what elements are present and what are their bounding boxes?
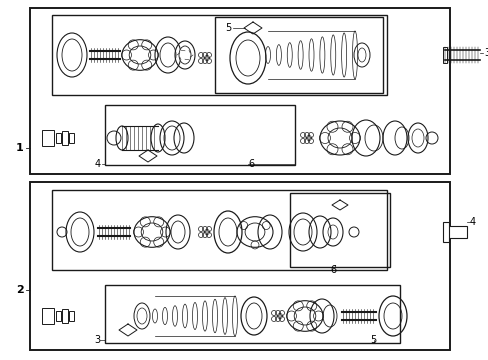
Bar bbox=[56, 133, 61, 143]
Text: 6: 6 bbox=[247, 159, 254, 169]
Bar bbox=[442, 222, 448, 242]
Bar bbox=[62, 131, 68, 145]
Bar bbox=[42, 130, 54, 146]
Bar bbox=[69, 133, 74, 143]
Bar bbox=[289, 193, 389, 267]
Text: 1: 1 bbox=[16, 143, 24, 153]
Text: 6: 6 bbox=[329, 265, 335, 275]
Bar bbox=[42, 308, 54, 324]
Ellipse shape bbox=[179, 46, 191, 64]
Text: 2: 2 bbox=[16, 285, 24, 295]
Bar bbox=[69, 311, 74, 321]
Text: 3: 3 bbox=[94, 335, 100, 345]
Bar bbox=[30, 8, 449, 174]
Bar bbox=[52, 190, 386, 270]
Bar bbox=[444, 226, 466, 238]
Bar bbox=[215, 17, 382, 93]
Bar bbox=[105, 285, 399, 343]
Bar bbox=[30, 182, 449, 350]
Bar bbox=[52, 15, 386, 95]
Text: 4: 4 bbox=[469, 217, 475, 227]
Text: 5: 5 bbox=[369, 335, 375, 345]
Text: 3: 3 bbox=[483, 48, 488, 58]
Text: 4: 4 bbox=[95, 159, 101, 169]
Bar bbox=[56, 311, 61, 321]
Bar bbox=[62, 309, 68, 323]
Bar bbox=[105, 105, 294, 165]
Bar bbox=[442, 47, 446, 63]
Text: 5: 5 bbox=[224, 23, 231, 33]
